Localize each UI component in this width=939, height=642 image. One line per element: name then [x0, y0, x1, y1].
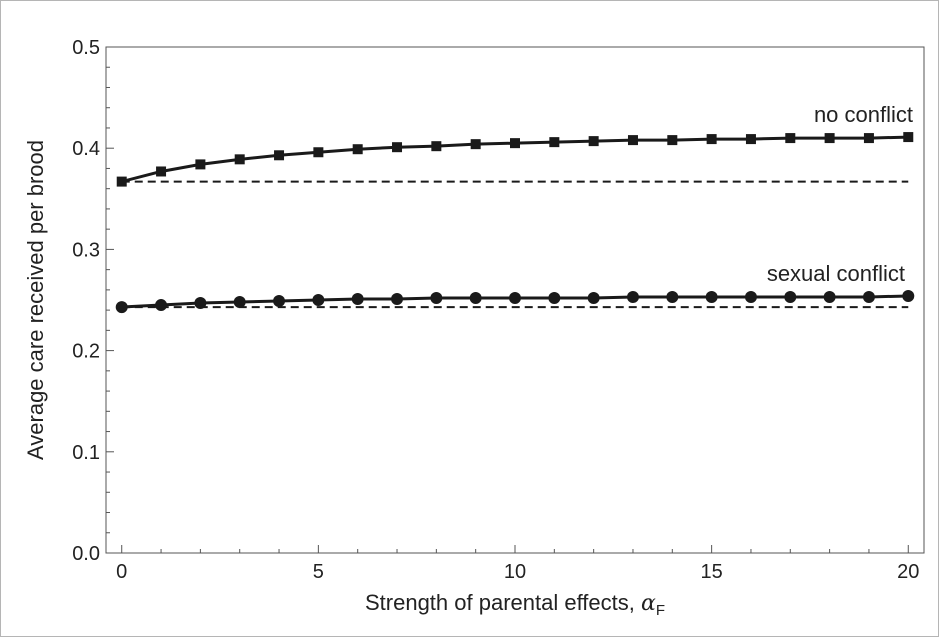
data-point-no-conflict — [352, 144, 363, 155]
data-point-no-conflict — [588, 136, 599, 147]
y-tick-label: 0.0 — [72, 543, 100, 565]
data-point-no-conflict — [903, 132, 914, 143]
data-point-no-conflict — [234, 154, 245, 165]
data-point-sexual-conflict — [862, 290, 875, 303]
data-point-sexual-conflict — [194, 297, 207, 310]
data-point-sexual-conflict — [823, 290, 836, 303]
x-tick-label: 0 — [116, 561, 127, 583]
series-label-no-conflict: no conflict — [814, 102, 913, 127]
data-point-sexual-conflict — [351, 292, 364, 305]
data-point-sexual-conflict — [273, 295, 286, 308]
x-tick-label: 15 — [701, 561, 723, 583]
data-point-sexual-conflict — [705, 290, 718, 303]
data-point-no-conflict — [431, 141, 442, 152]
data-point-sexual-conflict — [469, 291, 482, 304]
data-point-sexual-conflict — [312, 294, 325, 306]
y-axis-label: Average care received per brood — [23, 140, 48, 460]
data-point-no-conflict — [706, 134, 717, 145]
data-point-sexual-conflict — [744, 290, 757, 303]
data-point-no-conflict — [313, 147, 324, 158]
data-point-no-conflict — [274, 150, 285, 161]
data-point-sexual-conflict — [587, 291, 600, 304]
data-point-no-conflict — [116, 176, 127, 187]
data-point-sexual-conflict — [155, 299, 168, 312]
data-point-sexual-conflict — [509, 291, 521, 304]
data-point-no-conflict — [195, 159, 206, 170]
data-point-sexual-conflict — [115, 301, 128, 314]
data-point-no-conflict — [470, 139, 481, 150]
x-tick-label: 10 — [504, 561, 526, 583]
data-point-no-conflict — [863, 133, 874, 144]
y-tick-label: 0.4 — [72, 138, 100, 160]
data-point-no-conflict — [785, 133, 796, 144]
data-point-no-conflict — [156, 166, 167, 177]
data-point-no-conflict — [510, 138, 520, 149]
x-tick-label: 20 — [897, 561, 919, 583]
x-tick-label: 5 — [313, 561, 324, 583]
data-point-sexual-conflict — [626, 290, 639, 303]
data-point-sexual-conflict — [548, 291, 561, 304]
data-point-sexual-conflict — [430, 291, 443, 304]
y-tick-label: 0.1 — [72, 442, 100, 464]
data-point-sexual-conflict — [902, 289, 915, 302]
data-point-no-conflict — [549, 137, 560, 148]
y-tick-label: 0.2 — [72, 341, 100, 363]
data-point-no-conflict — [824, 133, 835, 144]
data-point-sexual-conflict — [784, 290, 797, 303]
data-point-sexual-conflict — [391, 292, 404, 305]
data-point-no-conflict — [392, 142, 403, 153]
data-point-sexual-conflict — [666, 290, 679, 303]
series-label-sexual-conflict: sexual conflict — [767, 261, 905, 286]
y-tick-label: 0.5 — [72, 37, 100, 59]
data-point-no-conflict — [667, 135, 678, 146]
data-point-sexual-conflict — [233, 296, 246, 309]
data-point-no-conflict — [745, 134, 756, 145]
y-tick-label: 0.3 — [72, 239, 100, 261]
x-axis-label: Strength of parental effects, αF — [365, 590, 665, 619]
data-point-no-conflict — [627, 135, 638, 146]
